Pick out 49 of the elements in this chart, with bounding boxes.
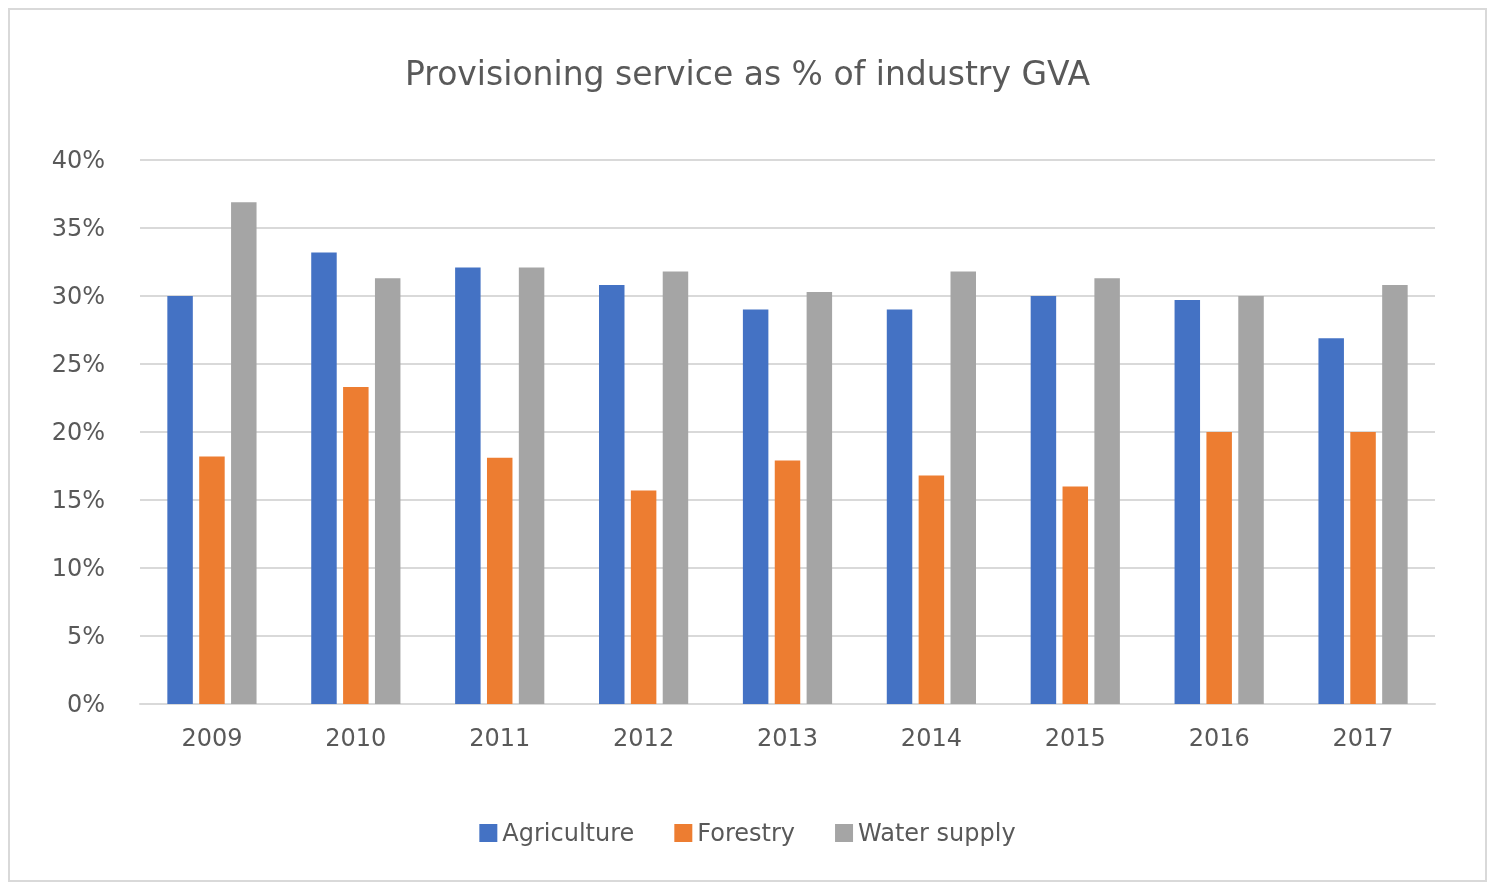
bar: [1318, 338, 1344, 704]
bar: [231, 202, 257, 704]
x-tick-label: 2015: [1044, 724, 1106, 752]
x-tick-label: 2009: [181, 724, 243, 752]
bar: [1238, 296, 1264, 704]
y-tick-label: 10%: [51, 554, 105, 582]
bar: [806, 291, 833, 704]
bar: [742, 309, 769, 704]
chart-title: Provisioning service as % of industry GVA: [404, 54, 1091, 93]
bar: [774, 460, 801, 704]
bar: [374, 278, 401, 704]
legend-label: Water supply: [858, 819, 1016, 847]
y-tick-label: 0%: [66, 690, 105, 718]
legend-label: Forestry: [697, 819, 796, 847]
x-tick-label: 2014: [900, 724, 962, 752]
y-tick-label: 40%: [51, 146, 105, 174]
bar: [1174, 300, 1201, 704]
bar: [599, 285, 625, 704]
x-tick-label: 2012: [613, 724, 675, 752]
bar: [1382, 285, 1408, 704]
y-tick-label: 5%: [66, 622, 105, 650]
bar: [1350, 432, 1376, 704]
bar: [662, 271, 689, 704]
bar: [199, 456, 225, 704]
y-tick-label: 15%: [51, 486, 105, 514]
bar: [455, 267, 481, 704]
bar: [1062, 486, 1089, 704]
x-tick-label: 2013: [756, 724, 819, 752]
x-tick-label: 2011: [469, 724, 531, 752]
bar: [1094, 278, 1120, 704]
y-tick-label: 35%: [51, 214, 105, 242]
bar: [518, 267, 545, 704]
y-tick-label: 30%: [51, 282, 105, 310]
bar: [311, 252, 337, 704]
y-tick-label: 25%: [51, 350, 105, 378]
bar: [1206, 432, 1232, 704]
bar: [630, 490, 657, 704]
bar: [486, 457, 513, 704]
bar: [343, 387, 369, 704]
y-tick-label: 20%: [51, 418, 105, 446]
bar: [918, 475, 945, 704]
x-tick-label: 2016: [1188, 724, 1250, 752]
x-tick-label: 2017: [1332, 724, 1394, 752]
bar: [950, 271, 976, 704]
bar: [886, 309, 913, 704]
bar: [167, 296, 193, 704]
x-tick-label: 2010: [325, 724, 387, 752]
legend-label: Agriculture: [502, 819, 635, 847]
bar: [1030, 296, 1057, 704]
